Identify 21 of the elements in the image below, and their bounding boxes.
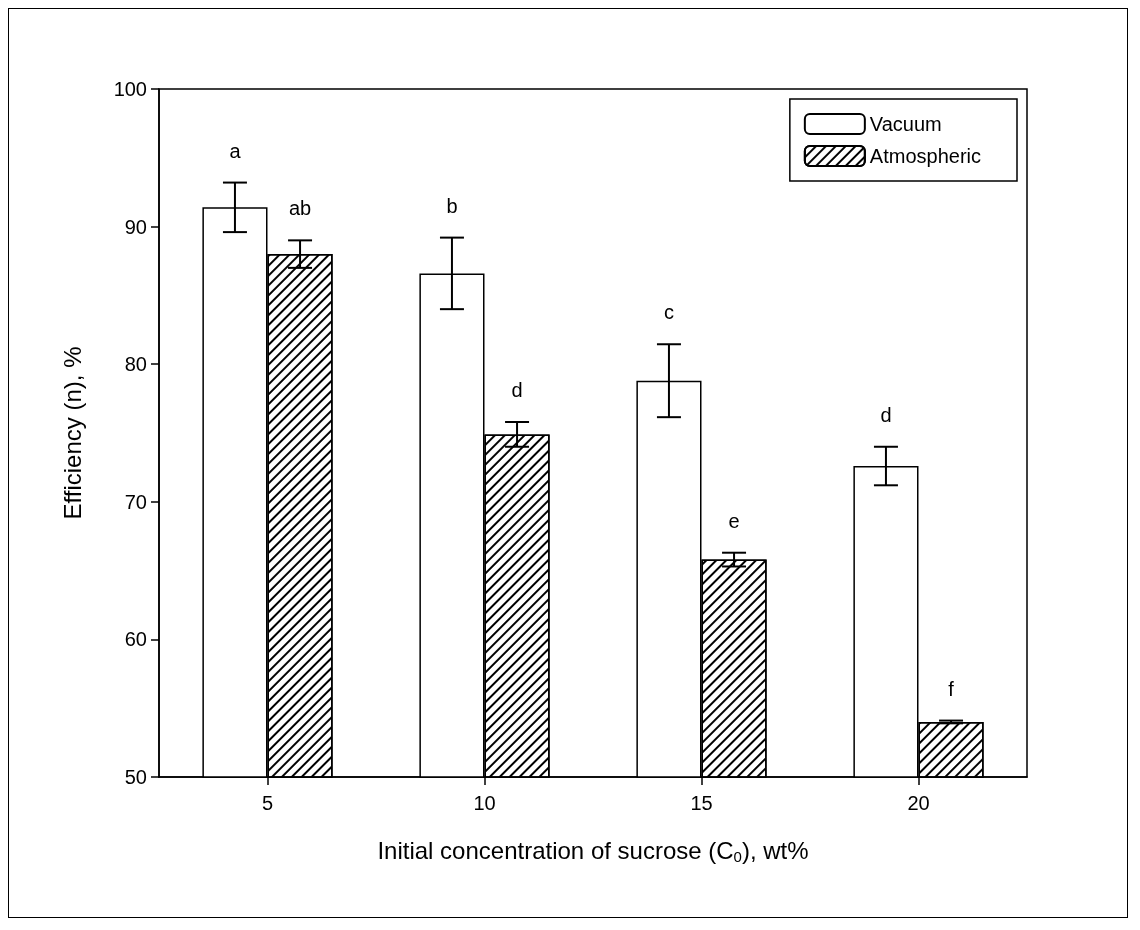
data-label: f bbox=[948, 677, 955, 700]
x-tick-label: 20 bbox=[907, 792, 930, 814]
y-tick-label: 50 bbox=[124, 766, 147, 788]
data-label: ab bbox=[288, 197, 312, 220]
y-axis-title: Efficiency (n), % bbox=[58, 346, 86, 520]
data-label: d bbox=[511, 378, 523, 401]
legend-label: Vacuum bbox=[869, 113, 942, 135]
y-tick-label: 60 bbox=[124, 628, 147, 651]
legend-label: Atmospheric bbox=[869, 145, 981, 167]
data-label: b bbox=[446, 194, 458, 217]
x-tick-label: 10 bbox=[473, 792, 496, 814]
y-tick-label: 90 bbox=[124, 215, 147, 238]
data-label: a bbox=[229, 139, 242, 162]
data-label: e bbox=[728, 509, 740, 532]
x-tick-label: 15 bbox=[690, 792, 713, 814]
x-tick-label: 5 bbox=[261, 792, 274, 814]
data-label: c bbox=[663, 301, 674, 324]
data-label: d bbox=[880, 403, 892, 426]
y-tick-label: 80 bbox=[124, 353, 147, 376]
y-tick-label: 70 bbox=[124, 490, 147, 513]
y-tick-label: 100 bbox=[113, 78, 147, 100]
